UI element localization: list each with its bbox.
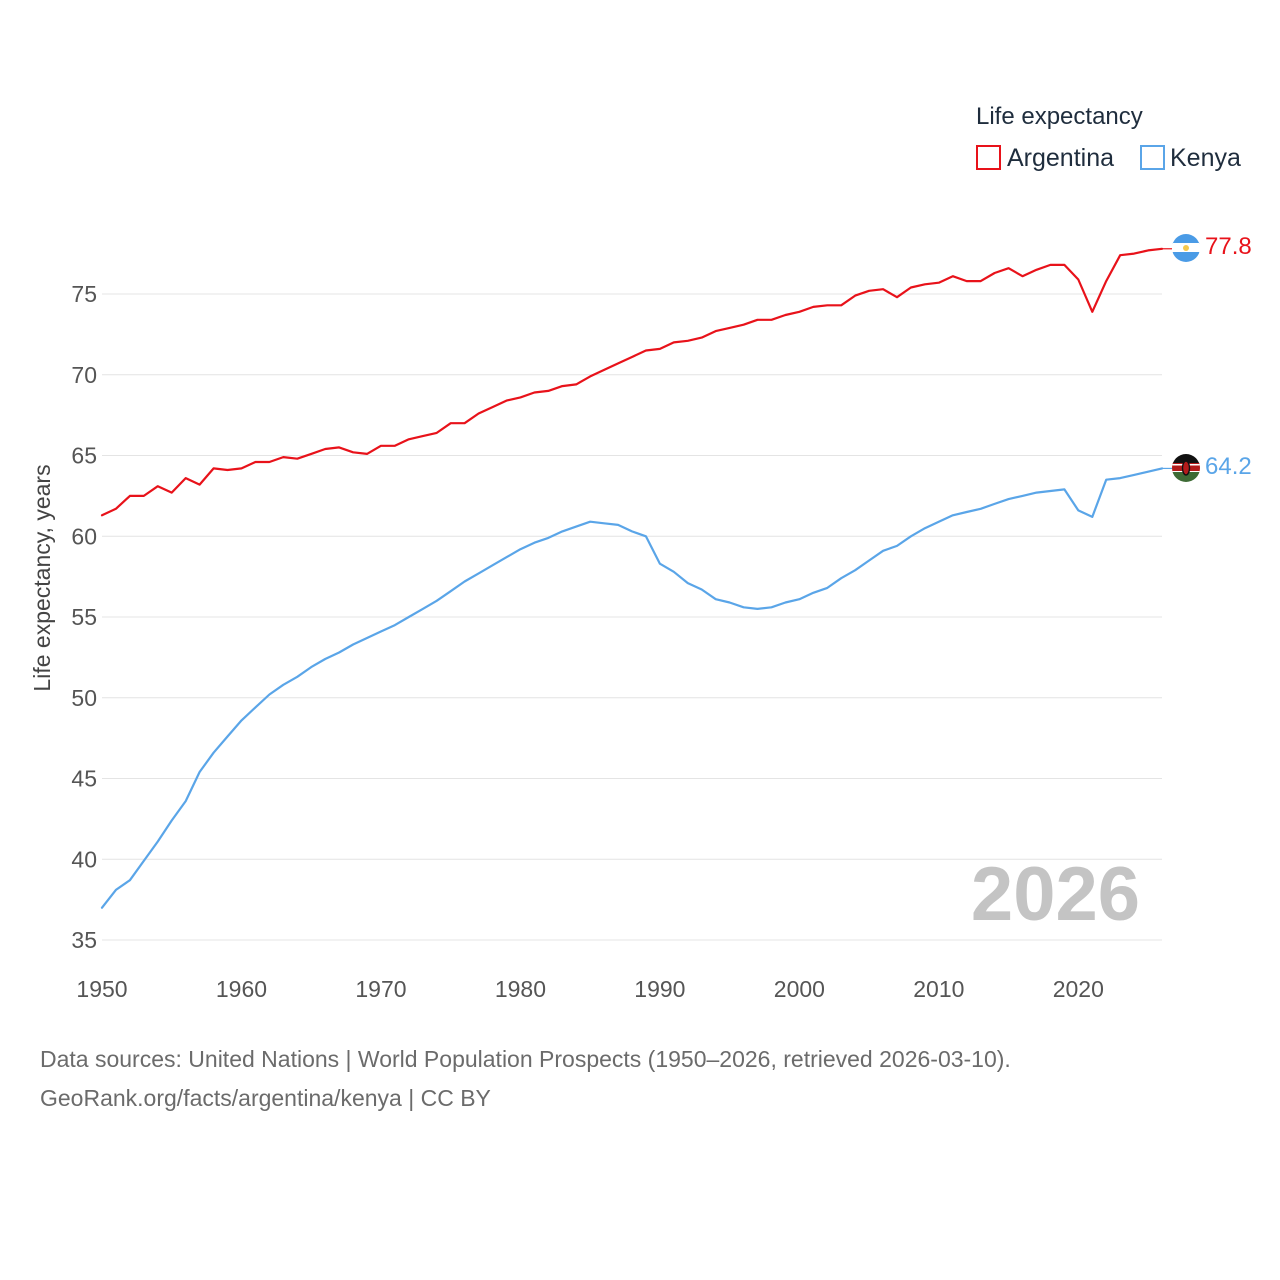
x-tick-label: 1980 [495,976,546,1002]
y-tick-label: 45 [71,766,97,792]
y-tick-label: 50 [71,685,97,711]
life-expectancy-chart: 35 40 45 50 55 60 65 70 75 1950 1960 1970 1980 1990 20… [29,103,1252,1002]
end-label-kenya: 64.2 [1205,453,1252,480]
x-tick-label: 2010 [913,976,964,1002]
footer: Data sources: United Nations | World Pop… [40,1040,1240,1118]
x-tick-label: 1960 [216,976,267,1002]
legend-title: Life expectancy [976,103,1143,130]
legend-item-argentina[interactable]: Argentina [976,144,1114,172]
x-tick-label: 1970 [355,976,406,1002]
y-tick-label: 55 [71,604,97,630]
x-tick-label: 1990 [634,976,685,1002]
legend-item-kenya[interactable]: Kenya [1140,144,1241,172]
legend-label-kenya: Kenya [1170,144,1241,172]
y-tick-label: 40 [71,846,97,872]
x-tick-label: 2020 [1053,976,1104,1002]
y-tick-label: 65 [71,443,97,469]
year-watermark: 2026 [971,852,1140,937]
source-url-text: GeoRank.org/facts/argentina/kenya | CC B… [40,1085,491,1111]
y-tick-label: 35 [71,927,97,953]
legend-swatch-kenya [1140,145,1165,170]
y-tick-label: 60 [71,523,97,549]
legend-swatch-argentina [976,145,1001,170]
x-tick-label: 1950 [76,976,127,1002]
legend-label-argentina: Argentina [1007,144,1114,172]
series-line-kenya[interactable] [100,467,1164,909]
end-label-argentina: 77.8 [1205,233,1252,260]
legend: Life expectancy Argentina Kenya [976,103,1241,172]
y-tick-label: 75 [71,281,97,307]
kenya-flag-icon [1172,454,1200,482]
argentina-flag-icon [1172,234,1200,262]
y-tick-label: 70 [71,362,97,388]
y-axis-label: Life expectancy, years [29,464,55,691]
data-sources-text: Data sources: United Nations | World Pop… [40,1046,1011,1072]
series-line-argentina[interactable] [100,247,1164,517]
x-tick-label: 2000 [774,976,825,1002]
